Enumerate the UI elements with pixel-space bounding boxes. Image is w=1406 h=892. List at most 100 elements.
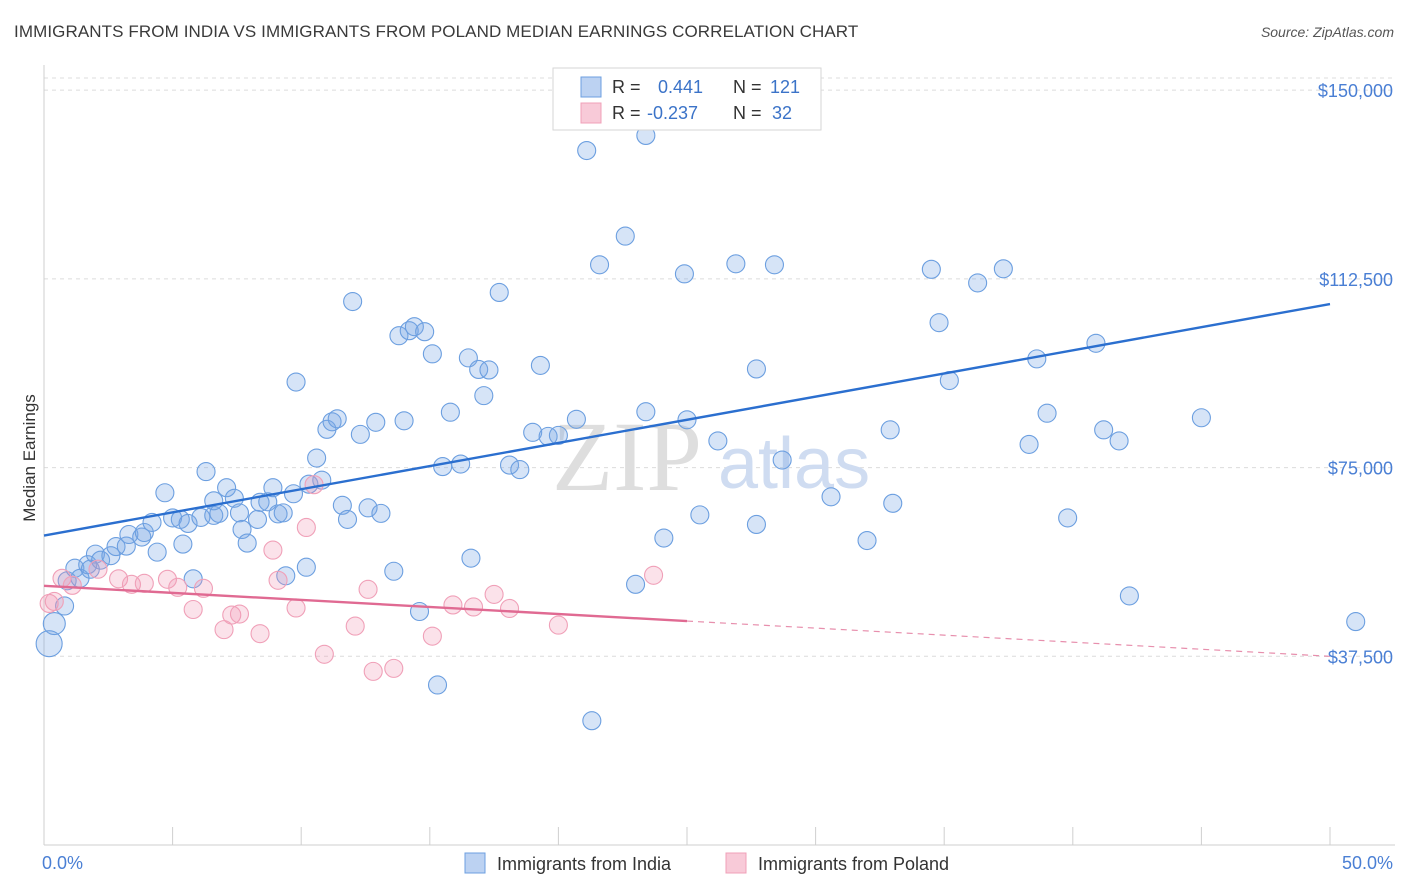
india-point: [155, 483, 175, 503]
poland-point: [296, 517, 316, 538]
india-point: [209, 503, 229, 523]
india-point: [626, 574, 646, 594]
x-tick-max: 50.0%: [1342, 853, 1393, 873]
india-point: [708, 431, 728, 451]
india-point: [530, 355, 550, 375]
stats-r-label-india: R =: [612, 77, 641, 97]
india-point: [55, 596, 75, 616]
india-point: [42, 612, 66, 636]
poland-point: [422, 626, 442, 646]
india-point: [106, 537, 126, 557]
watermark-atlas: atlas: [718, 424, 870, 504]
india-point: [35, 630, 63, 658]
india-point: [327, 409, 347, 429]
india-trend-line: [43, 302, 1331, 537]
stats-r-poland: -0.237: [647, 103, 698, 123]
y-tick-labels: $37,500 $75,000 $112,500 $150,000: [1318, 81, 1393, 667]
y-tick-label: $150,000: [1318, 81, 1393, 101]
y-tick-label: $75,000: [1328, 459, 1393, 479]
india-point: [322, 412, 342, 432]
india-point: [404, 317, 424, 337]
stats-n-label-poland: N =: [733, 103, 762, 123]
poland-point: [157, 569, 178, 589]
x-tick-min: 0.0%: [42, 853, 83, 873]
india-point: [366, 412, 386, 432]
india-point: [499, 455, 520, 475]
india-point: [247, 509, 268, 529]
india-point: [461, 548, 481, 568]
india-point: [1058, 508, 1078, 528]
india-point: [615, 226, 635, 246]
india-point: [1037, 403, 1057, 423]
poland-point: [263, 540, 283, 560]
india-point: [746, 514, 766, 534]
india-point: [134, 522, 154, 543]
india-point: [451, 454, 471, 474]
stats-swatch-poland: [580, 102, 602, 124]
india-point: [173, 534, 193, 554]
poland-point: [62, 575, 82, 595]
stats-n-poland: 32: [772, 103, 792, 123]
india-point: [968, 273, 988, 293]
india-point: [1019, 434, 1039, 454]
legend-label-india: Immigrants from India: [497, 854, 672, 874]
india-point: [479, 360, 499, 380]
india-point: [489, 282, 509, 303]
poland-point: [484, 584, 504, 604]
india-point: [921, 259, 941, 279]
stats-n-label-india: N =: [733, 77, 762, 97]
india-point: [510, 460, 530, 480]
india-point: [394, 411, 414, 431]
poland-point: [134, 573, 154, 593]
india-point: [384, 561, 404, 581]
india-point: [929, 313, 949, 333]
poland-point: [88, 559, 108, 579]
poland-point: [363, 661, 383, 681]
poland-point: [183, 599, 203, 620]
watermark: ZIP atlas: [552, 401, 870, 512]
poland-point: [499, 598, 520, 619]
stats-r-label-poland: R =: [612, 103, 641, 123]
india-point: [217, 478, 237, 498]
india-point: [389, 326, 409, 346]
poland-point: [314, 644, 334, 664]
grid-lines: [44, 77, 1395, 657]
india-point: [857, 530, 877, 551]
india-point: [746, 359, 766, 379]
india-point: [590, 255, 610, 275]
y-axis-label: Median Earnings: [20, 394, 39, 522]
poland-point: [463, 597, 484, 617]
india-point: [1109, 431, 1129, 451]
india-point: [85, 544, 105, 564]
poland-point: [443, 595, 463, 615]
india-point: [440, 402, 460, 422]
poland-point: [44, 591, 64, 611]
india-point: [116, 536, 136, 556]
india-point: [654, 528, 674, 548]
legend-label-poland: Immigrants from Poland: [758, 854, 949, 874]
india-point: [1086, 333, 1106, 353]
stats-n-india: 121: [770, 77, 800, 97]
axes: [43, 65, 1395, 846]
india-point: [523, 422, 543, 442]
india-point: [358, 498, 378, 518]
india-point: [1346, 612, 1366, 632]
india-point: [582, 711, 602, 731]
india-point: [1094, 420, 1114, 440]
poland-point: [286, 598, 306, 618]
poland-point: [229, 604, 250, 624]
india-point: [147, 542, 167, 562]
india-point: [343, 291, 363, 312]
poland-point: [193, 578, 214, 598]
legend-swatch-poland: [725, 852, 747, 874]
poland-point: [548, 615, 568, 635]
legend-swatch-india: [464, 852, 486, 874]
india-point: [821, 487, 841, 507]
india-point: [371, 503, 391, 523]
india-point: [674, 264, 694, 284]
poland-point: [109, 569, 129, 589]
india-point: [183, 569, 203, 589]
india-point: [474, 386, 494, 406]
stats-swatch-india: [580, 76, 602, 98]
